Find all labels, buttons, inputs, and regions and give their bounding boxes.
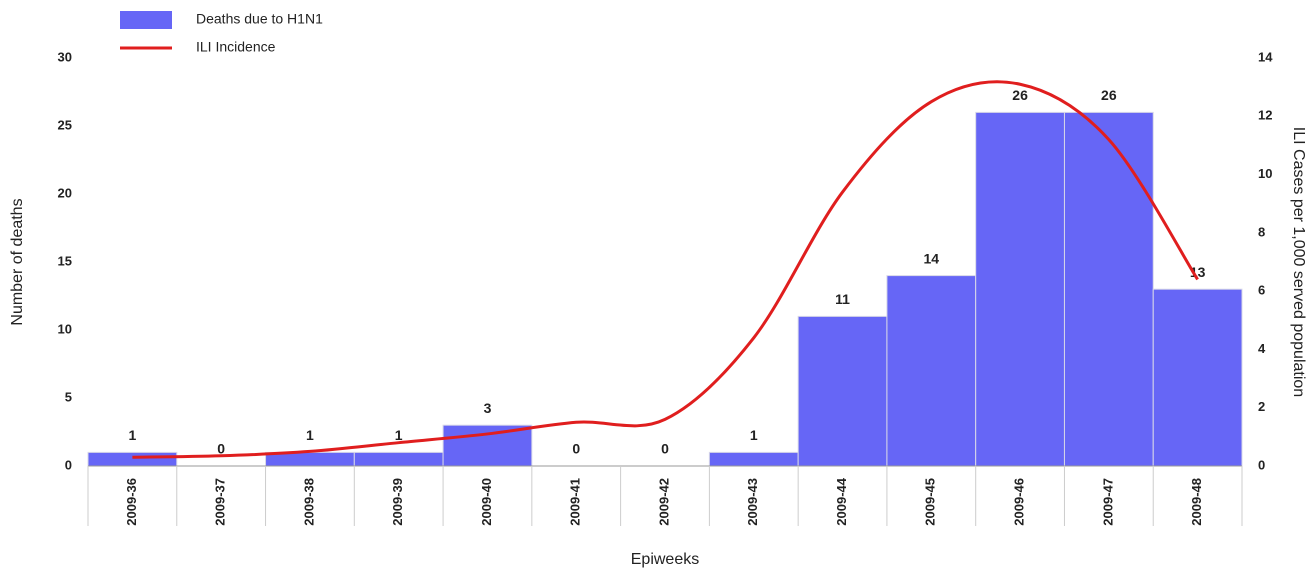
- y-tick-label: 0: [65, 457, 72, 472]
- x-tick-label: 2009-45: [923, 478, 938, 526]
- x-tick-label: 2009-42: [656, 478, 671, 526]
- line: [132, 80, 1199, 459]
- x-tick-label: 2009-43: [745, 478, 760, 526]
- bar: [797, 315, 888, 467]
- y-tick-label: 15: [58, 253, 72, 268]
- y2-tick-label: 4: [1258, 341, 1266, 356]
- y2-tick-label: 2: [1258, 399, 1265, 414]
- bar: [1063, 111, 1154, 467]
- data-label: 1: [750, 427, 758, 443]
- y-tick-label: 20: [58, 185, 72, 200]
- x-tick-label: 2009-47: [1100, 478, 1115, 526]
- x-tick-label: 2009-39: [390, 478, 405, 526]
- y-axis-title: Number of deaths: [9, 198, 26, 325]
- legend-swatch: [120, 11, 172, 29]
- x-tick-label: 2009-44: [834, 477, 849, 525]
- data-label: 1: [128, 427, 136, 443]
- y2-tick-label: 6: [1258, 283, 1265, 298]
- x-tick-label: 2009-46: [1012, 478, 1027, 526]
- x-tick-label: 2009-37: [213, 478, 228, 526]
- y-tick-label: 10: [58, 321, 72, 336]
- data-label: 3: [484, 400, 492, 416]
- data-label: 0: [217, 441, 225, 457]
- y-tick-label: 5: [65, 389, 72, 404]
- y2-tick-label: 0: [1258, 457, 1265, 472]
- bar: [975, 111, 1065, 467]
- bar: [442, 424, 533, 467]
- y2-tick-label: 14: [1258, 49, 1273, 64]
- bar: [708, 451, 799, 467]
- y-tick-label: 25: [58, 117, 72, 132]
- y2-axis-title: ILI Cases per 1,000 served population: [1290, 127, 1307, 397]
- data-label: 1: [395, 427, 403, 443]
- y2-tick-label: 8: [1258, 224, 1265, 239]
- y2-tick-label: 12: [1258, 108, 1272, 123]
- x-tick-label: 2009-40: [479, 478, 494, 526]
- data-label: 14: [924, 250, 940, 266]
- data-label: 0: [661, 441, 669, 457]
- data-label: 1: [306, 427, 314, 443]
- x-tick-label: 2009-41: [568, 478, 583, 526]
- bar: [886, 275, 977, 467]
- data-label: 26: [1101, 87, 1117, 103]
- y-tick-label: 30: [58, 49, 72, 64]
- data-label: 26: [1012, 87, 1028, 103]
- data-label: 0: [572, 441, 580, 457]
- data-label: 11: [835, 291, 850, 307]
- bar: [87, 451, 178, 467]
- x-axis-title: Epiweeks: [631, 551, 699, 568]
- legend-label: ILI Incidence: [196, 39, 276, 55]
- bar: [353, 451, 444, 467]
- legend-label: Deaths due to H1N1: [196, 11, 323, 27]
- x-tick-label: 2009-48: [1189, 478, 1204, 526]
- bar: [1152, 288, 1243, 467]
- x-tick-label: 2009-38: [301, 478, 316, 526]
- y2-tick-label: 10: [1258, 166, 1272, 181]
- x-tick-label: 2009-36: [124, 478, 139, 526]
